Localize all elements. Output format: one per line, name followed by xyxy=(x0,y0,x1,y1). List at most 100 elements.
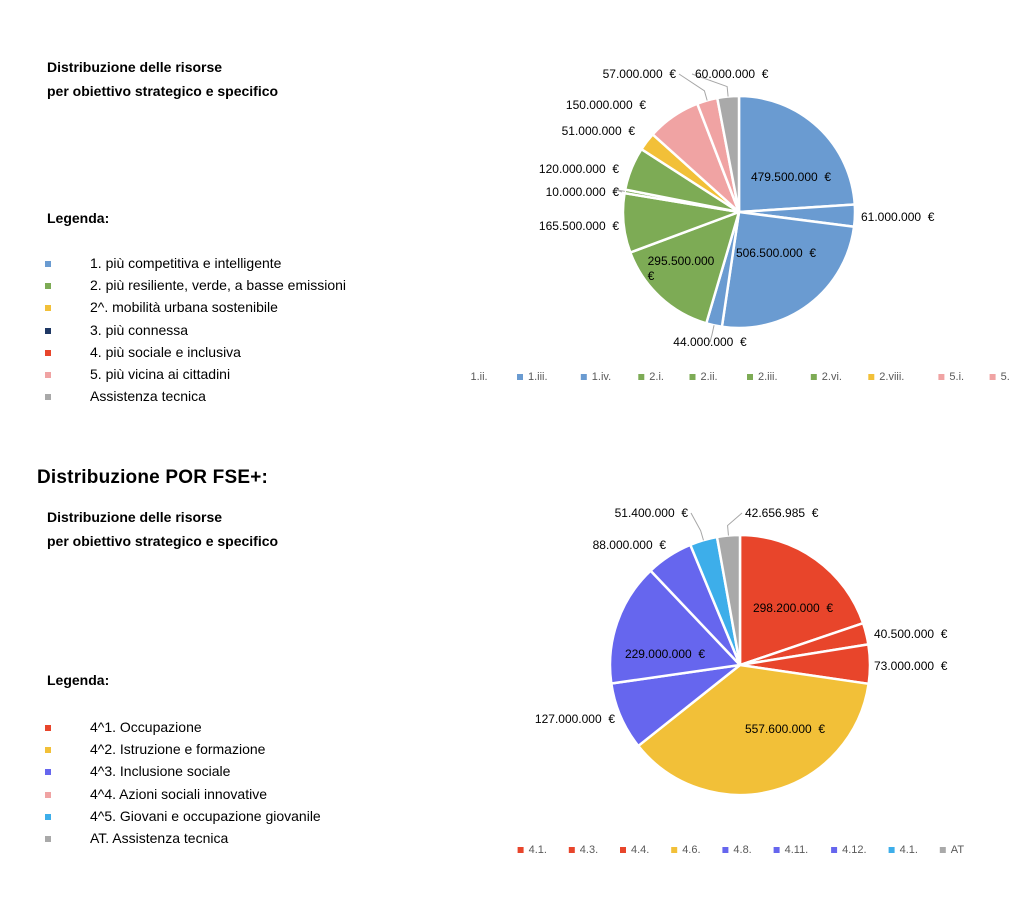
legend-entry: AT xyxy=(939,844,965,856)
data-label: 88.000.000 € xyxy=(593,538,667,552)
legend-label: 4.11. xyxy=(785,844,809,856)
category-legend: 1.i.1.ii.1.iii.1.iv.2.i.2.ii.2.iii.2.vi.… xyxy=(471,371,1011,383)
legend-label: 2.i. xyxy=(649,371,664,383)
legend-entry: 1.iv. xyxy=(580,371,611,383)
pie-slice xyxy=(608,569,742,685)
pie-slice xyxy=(716,94,741,214)
chart1-subtitle-line1: Distribuzione delle risorse xyxy=(47,59,223,75)
legend-swatch xyxy=(45,813,51,820)
legend-swatch xyxy=(568,847,575,853)
legend-label: 2^. mobilità urbana sostenibile xyxy=(90,299,278,316)
legend-swatch xyxy=(45,349,51,356)
data-label: 51.400.000 € xyxy=(615,506,689,520)
legend-label: 4.1. xyxy=(529,844,547,856)
data-label: 57.000.000 € xyxy=(603,67,677,81)
legend-swatch xyxy=(45,791,51,798)
legend-swatch xyxy=(989,374,996,380)
legend-entry: 1.iii. xyxy=(517,371,548,383)
section2-title: Distribuzione POR FSE+: xyxy=(37,467,269,488)
legend-label: 4^1. Occupazione xyxy=(90,719,202,735)
legend-entry: 2.iii. xyxy=(747,371,778,383)
legend-label: 2.ii. xyxy=(701,371,718,383)
legend-swatch xyxy=(45,769,51,776)
data-label: 73.000.000 € xyxy=(874,659,948,673)
legend-label: 2.vi. xyxy=(822,371,842,383)
legend-swatch xyxy=(938,374,945,380)
data-label: 298.200.000 € xyxy=(753,601,833,615)
legend-swatch xyxy=(620,847,626,853)
chart1-legend-heading: Legenda: xyxy=(47,210,110,226)
legend-swatch xyxy=(747,374,753,380)
data-labels: 298.200.000 € 40.500.000 € 73.000.000 € 557… xyxy=(535,506,948,736)
legend-swatch xyxy=(638,374,645,380)
legend-entry: 5.i. xyxy=(938,371,964,383)
legend-entry: 2.viii. xyxy=(868,371,904,383)
legend-swatch xyxy=(888,847,895,853)
data-label: 60.000.000 € xyxy=(695,67,769,81)
chart2-subtitle: Distribuzione delle risorse per obiettiv… xyxy=(47,505,278,553)
legend-entry: 2.ii. xyxy=(689,371,718,383)
legend-entry: 2.i. xyxy=(638,371,664,383)
legend-label: 4.3. xyxy=(580,844,598,856)
legend-swatch xyxy=(517,374,523,380)
legend-label: 2. più resiliente, verde, a basse emissi… xyxy=(90,277,347,294)
legend-swatch xyxy=(580,374,587,380)
legend-label: Assistenza tecnica xyxy=(90,388,206,405)
leader-line xyxy=(691,73,729,97)
leader-line xyxy=(614,189,625,193)
legend-label: AT xyxy=(951,844,965,856)
data-label: 42.656.985 € xyxy=(745,506,819,520)
data-label: 44.000.000 € xyxy=(673,335,747,349)
legend-label: 1.iv. xyxy=(592,371,611,383)
legend-swatch xyxy=(45,261,51,267)
data-label: 40.500.000 € xyxy=(874,627,948,641)
chart2-subtitle-line1: Distribuzione delle risorse xyxy=(47,509,223,525)
legend-swatch xyxy=(45,371,51,378)
pie-slices xyxy=(621,94,857,330)
legend-swatch xyxy=(45,305,51,312)
legend-swatch xyxy=(773,847,780,853)
legend-entry: 4.11. xyxy=(773,844,809,856)
legend-swatch xyxy=(45,283,51,290)
legend-swatch xyxy=(810,374,817,380)
leader-line xyxy=(678,73,708,101)
data-label: 165.500.000 € xyxy=(539,219,619,233)
legend-label: 1.iii. xyxy=(528,371,548,383)
legend-swatch xyxy=(939,847,946,853)
legend-swatch xyxy=(45,835,51,842)
legend-label: 4.8. xyxy=(733,844,751,856)
pie-slice xyxy=(720,210,856,330)
data-label: 229.000.000 € xyxy=(625,647,705,661)
data-label: 51.000.000 € xyxy=(562,124,636,138)
legend-entry: 4.1. xyxy=(517,844,547,856)
legend-swatch xyxy=(45,747,51,754)
leader-line xyxy=(709,325,715,343)
legend-label: 4.4. xyxy=(631,844,649,856)
legend-label: 5.ii. xyxy=(1001,371,1010,383)
pie-slice xyxy=(629,210,741,325)
legend-entry: 4.3. xyxy=(568,844,598,856)
legend-label: 1. più competitiva e intelligente xyxy=(90,255,282,271)
legend-entry: 4.1. xyxy=(888,844,918,856)
legend-swatch xyxy=(45,327,51,334)
legend-entry: 4.4. xyxy=(620,844,649,856)
data-label: 557.600.000 € xyxy=(745,722,825,736)
chart2-pie: 298.200.000 € 40.500.000 € 73.000.000 € 557… xyxy=(517,506,965,856)
legend-label: 5.i. xyxy=(949,371,964,383)
legend-entry: 4.6. xyxy=(671,844,701,856)
legend-label: 4^3. Inclusione sociale xyxy=(90,763,231,780)
legend-entry: 1.ii. xyxy=(471,371,488,383)
legend-label: 4.6. xyxy=(682,844,700,856)
legend-label: 2.iii. xyxy=(758,371,778,383)
legend-swatch xyxy=(868,374,875,380)
legend-label: 4^4. Azioni sociali innovative xyxy=(90,785,268,802)
data-label: 150.000.000 € xyxy=(566,98,646,112)
legend-label: 4. più sociale e inclusiva xyxy=(90,343,241,360)
legend-swatch xyxy=(722,847,729,853)
legend-entry: 5.ii. xyxy=(989,371,1010,383)
legend-swatch xyxy=(45,394,51,401)
legend-label: 5. più vicina ai cittadini xyxy=(90,365,231,382)
legend-swatch xyxy=(689,374,696,380)
legend-label: 2.viii. xyxy=(879,371,904,383)
legend-entry: 2.vi. xyxy=(810,371,842,383)
